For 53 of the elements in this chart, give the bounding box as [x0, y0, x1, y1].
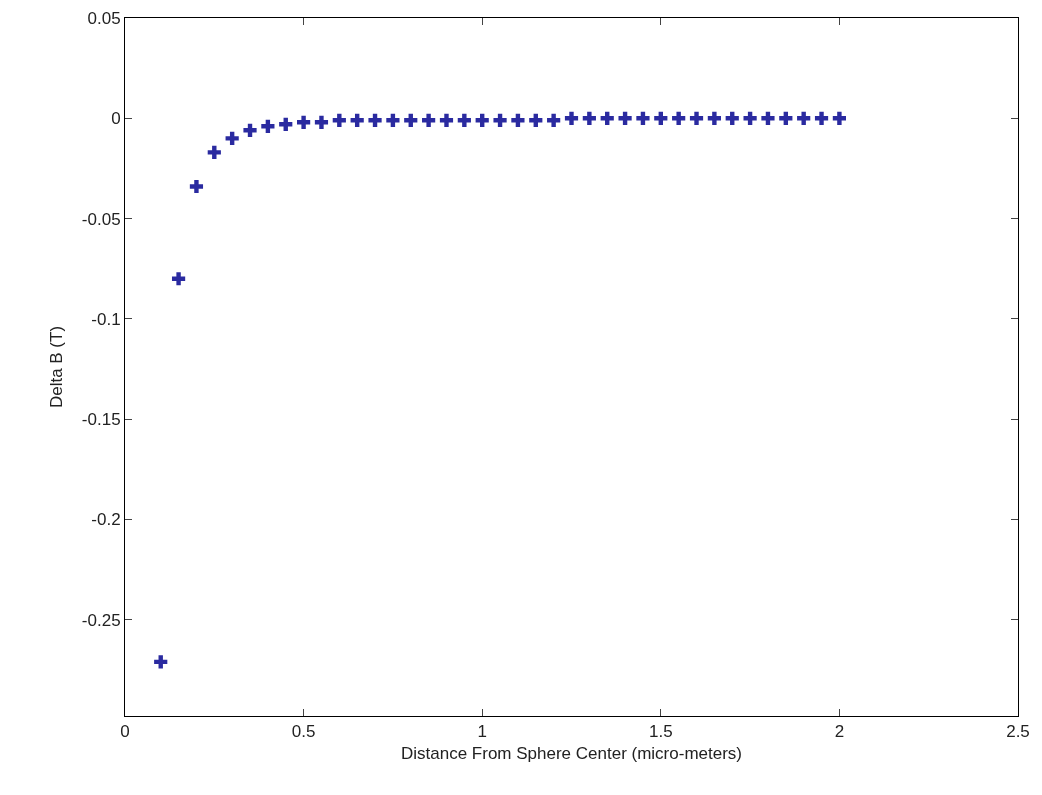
point — [475, 113, 489, 127]
y-tick-label: -0.25 — [81, 610, 121, 630]
point — [422, 113, 436, 127]
point — [689, 111, 704, 125]
y-tick-label: -0.05 — [81, 209, 121, 229]
point — [797, 111, 811, 125]
point — [547, 113, 561, 127]
point — [564, 111, 579, 125]
point — [725, 111, 739, 125]
point — [243, 123, 257, 137]
x-tick-label: 2.5 — [1006, 722, 1030, 742]
point — [654, 111, 668, 125]
y-tick-label: 0 — [111, 109, 121, 129]
point — [761, 111, 775, 125]
point — [511, 113, 525, 127]
point — [207, 145, 221, 159]
point — [600, 111, 614, 125]
point — [189, 179, 204, 194]
point — [672, 111, 686, 125]
point — [814, 111, 829, 125]
point — [404, 113, 418, 127]
y-axis-title: Delta B (T) — [47, 325, 67, 409]
point — [743, 111, 757, 125]
point — [171, 272, 186, 286]
point — [332, 113, 346, 127]
point — [618, 111, 632, 125]
point — [457, 113, 471, 127]
point — [279, 117, 293, 131]
point — [350, 113, 364, 127]
point — [386, 113, 400, 127]
point — [314, 115, 329, 129]
y-tick-label: -0.1 — [91, 309, 121, 329]
point — [261, 119, 275, 133]
point — [582, 111, 596, 125]
y-tick-label: -0.15 — [81, 410, 121, 430]
x-tick-label: 2 — [834, 722, 845, 742]
x-axis-title: Distance From Sphere Center (micro-meters) — [400, 743, 743, 763]
point — [529, 113, 543, 127]
point — [779, 111, 793, 125]
y-tick-label: 0.05 — [87, 8, 121, 28]
point — [154, 655, 168, 669]
x-tick-label: 1.5 — [648, 722, 673, 742]
y-tick-label: -0.2 — [91, 510, 121, 530]
point — [297, 115, 311, 129]
point — [636, 111, 650, 125]
point — [368, 113, 382, 127]
x-tick-label: 0.5 — [291, 722, 316, 742]
x-tick-label: 1 — [477, 722, 487, 742]
point — [493, 113, 507, 127]
point — [439, 113, 454, 127]
point — [832, 111, 846, 125]
point — [225, 131, 239, 145]
point — [707, 111, 721, 125]
